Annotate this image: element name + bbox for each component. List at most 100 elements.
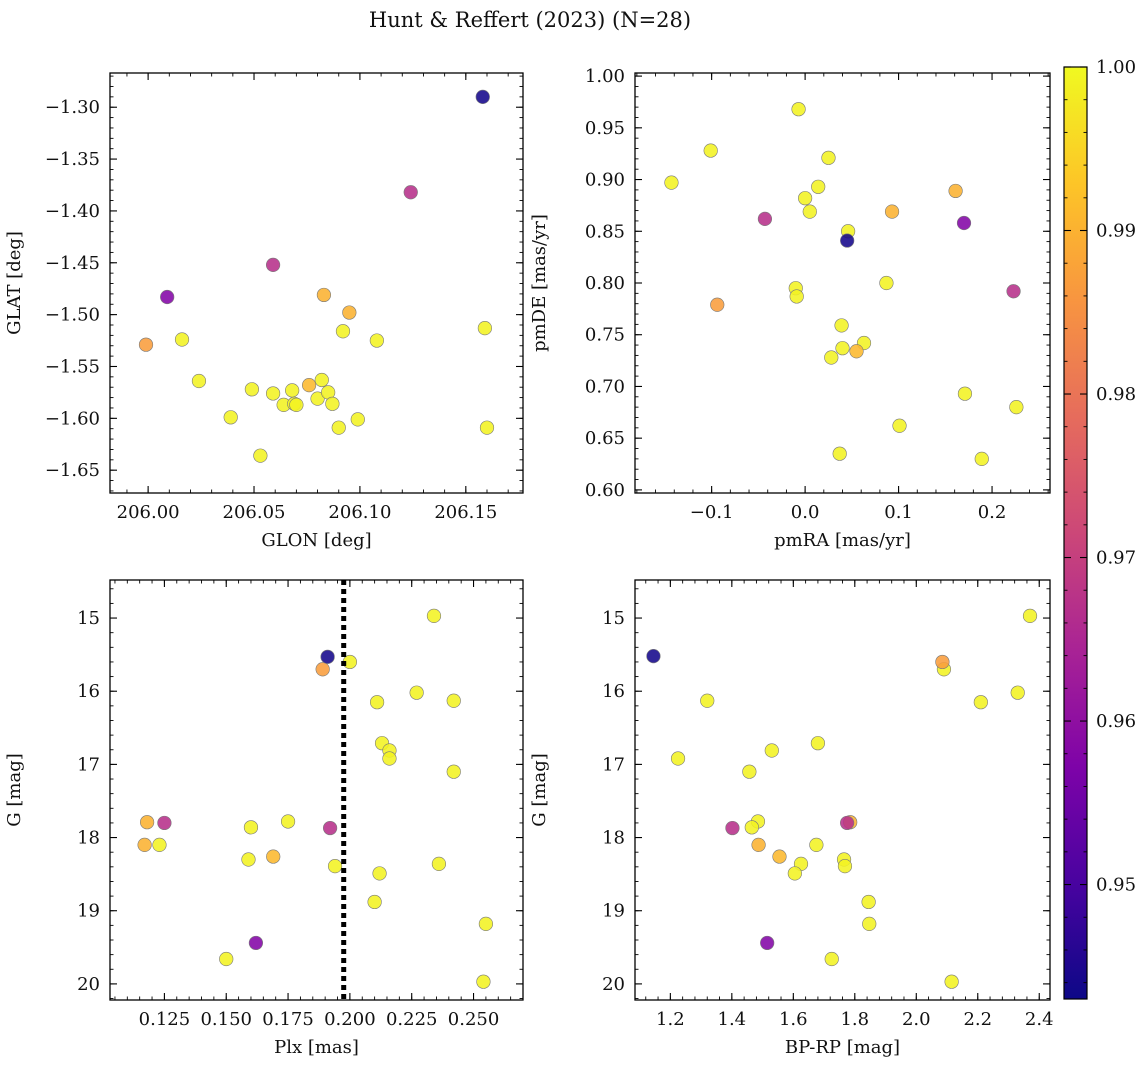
- plot-frame: [634, 72, 1051, 494]
- colorbar-tick-label: 1.00: [1096, 57, 1136, 78]
- y-tick-label: 15: [77, 608, 100, 629]
- data-point: [670, 751, 686, 766]
- bprp-g-panel: 1.2 1.4 1.6 1.8 2.0 2.2 2.4 15 16 17 18 19 20 BP-RP […: [529, 579, 1054, 1058]
- data-point: [479, 420, 495, 435]
- data-point: [265, 386, 281, 401]
- data-point: [253, 448, 268, 463]
- data-point: [810, 736, 826, 751]
- x-axis-label: GLON [deg]: [261, 530, 371, 551]
- data-point: [835, 341, 850, 356]
- data-point: [944, 974, 959, 989]
- x-tick-label: 1.8: [840, 1009, 869, 1030]
- x-tick-label: 0.1: [884, 502, 913, 523]
- plot-frame: [109, 72, 524, 494]
- data-point: [832, 446, 847, 461]
- data-point: [834, 318, 849, 333]
- x-tick-label: 2.2: [963, 1009, 992, 1030]
- data-point: [409, 685, 424, 700]
- data-point: [798, 191, 813, 206]
- data-point: [744, 820, 759, 835]
- data-point: [320, 649, 335, 664]
- data-point: [646, 648, 661, 664]
- data-point: [223, 410, 238, 425]
- data-point: [764, 743, 779, 758]
- y-tick-label: −1.40: [45, 201, 100, 222]
- data-point: [787, 866, 802, 881]
- y-tick-label: −1.60: [45, 408, 100, 429]
- x-tick-label: 1.4: [718, 1009, 747, 1030]
- colorbar-tick-label: 0.98: [1096, 384, 1136, 405]
- data-point: [160, 289, 175, 305]
- y-axis-label: G [mag]: [529, 753, 550, 826]
- data-point: [289, 397, 304, 412]
- y-tick-label: −1.55: [45, 356, 100, 377]
- x-tick-label: 0.0: [791, 502, 820, 523]
- y-tick-label: 0.75: [585, 325, 625, 346]
- y-tick-label: 20: [602, 974, 625, 995]
- y-tick-label: −1.35: [45, 149, 100, 170]
- data-point: [809, 837, 824, 852]
- x-tick-label: 2.0: [902, 1009, 931, 1030]
- x-tick-label: 0.225: [386, 1009, 438, 1030]
- data-point: [849, 344, 864, 359]
- data-point: [802, 204, 817, 219]
- data-point: [280, 814, 296, 829]
- data-point: [840, 815, 855, 831]
- colorbar-tick-label: 0.99: [1096, 221, 1136, 242]
- data-point: [139, 815, 155, 830]
- y-tick-label: 20: [77, 974, 100, 995]
- data-point: [1022, 608, 1038, 623]
- data-point: [664, 175, 679, 190]
- x-tick-label: 0.2: [978, 502, 1007, 523]
- x-axis-label: pmRA [mas/yr]: [774, 530, 911, 551]
- data-point: [367, 894, 382, 910]
- data-point: [1006, 284, 1021, 299]
- y-tick-label: −1.30: [45, 97, 100, 118]
- data-point: [315, 662, 330, 677]
- y-axis-label: pmDE [mas/yr]: [529, 214, 550, 352]
- data-point: [821, 150, 836, 165]
- colorbar-tick-label: 0.96: [1096, 711, 1136, 732]
- y-tick-label: −1.50: [45, 305, 100, 326]
- y-tick-label: 17: [602, 754, 625, 775]
- y-tick-label: 0.95: [585, 118, 625, 139]
- data-point: [742, 764, 757, 779]
- data-point: [476, 974, 491, 989]
- y-tick-label: 1.00: [585, 66, 625, 87]
- plx-g-panel: 0.125 0.150 0.175 0.200 0.225 0.250 15 16 17 18 19…: [4, 579, 524, 1058]
- pmra-pmde-panel: −0.1 0.0 0.1 0.2 0.60 0.65 0.70 0.75 0.80 0.85 0.9…: [529, 66, 1051, 551]
- data-point: [957, 386, 973, 401]
- data-point: [760, 935, 775, 951]
- data-point: [446, 764, 461, 779]
- y-tick-label: 15: [602, 608, 625, 629]
- data-point: [862, 916, 877, 932]
- data-point: [1009, 400, 1024, 415]
- data-point: [956, 215, 972, 231]
- y-tick-label: −1.45: [45, 253, 100, 274]
- x-tick-label: 206.10: [328, 502, 391, 523]
- data-point: [350, 412, 365, 427]
- y-tick-label: −1.65: [45, 460, 100, 481]
- data-point: [477, 321, 492, 336]
- data-point: [426, 608, 442, 623]
- data-point: [879, 275, 894, 291]
- data-point: [331, 420, 346, 435]
- x-tick-label: 206.15: [434, 502, 497, 523]
- data-point: [138, 337, 154, 352]
- data-point: [403, 185, 418, 200]
- data-point: [973, 695, 988, 710]
- x-tick-label: 0.200: [324, 1009, 376, 1030]
- data-point: [725, 820, 740, 836]
- x-tick-label: 0.150: [200, 1009, 252, 1030]
- y-tick-label: 0.70: [585, 376, 625, 397]
- y-tick-label: 0.60: [585, 480, 625, 501]
- data-point: [791, 102, 806, 117]
- data-point: [948, 183, 963, 199]
- data-point: [285, 383, 300, 398]
- data-point: [789, 289, 804, 304]
- y-tick-label: 19: [77, 901, 100, 922]
- x-axis-label: BP-RP [mag]: [785, 1037, 900, 1058]
- data-point: [824, 350, 839, 365]
- data-point: [316, 287, 332, 303]
- y-tick-label: 0.80: [585, 273, 625, 294]
